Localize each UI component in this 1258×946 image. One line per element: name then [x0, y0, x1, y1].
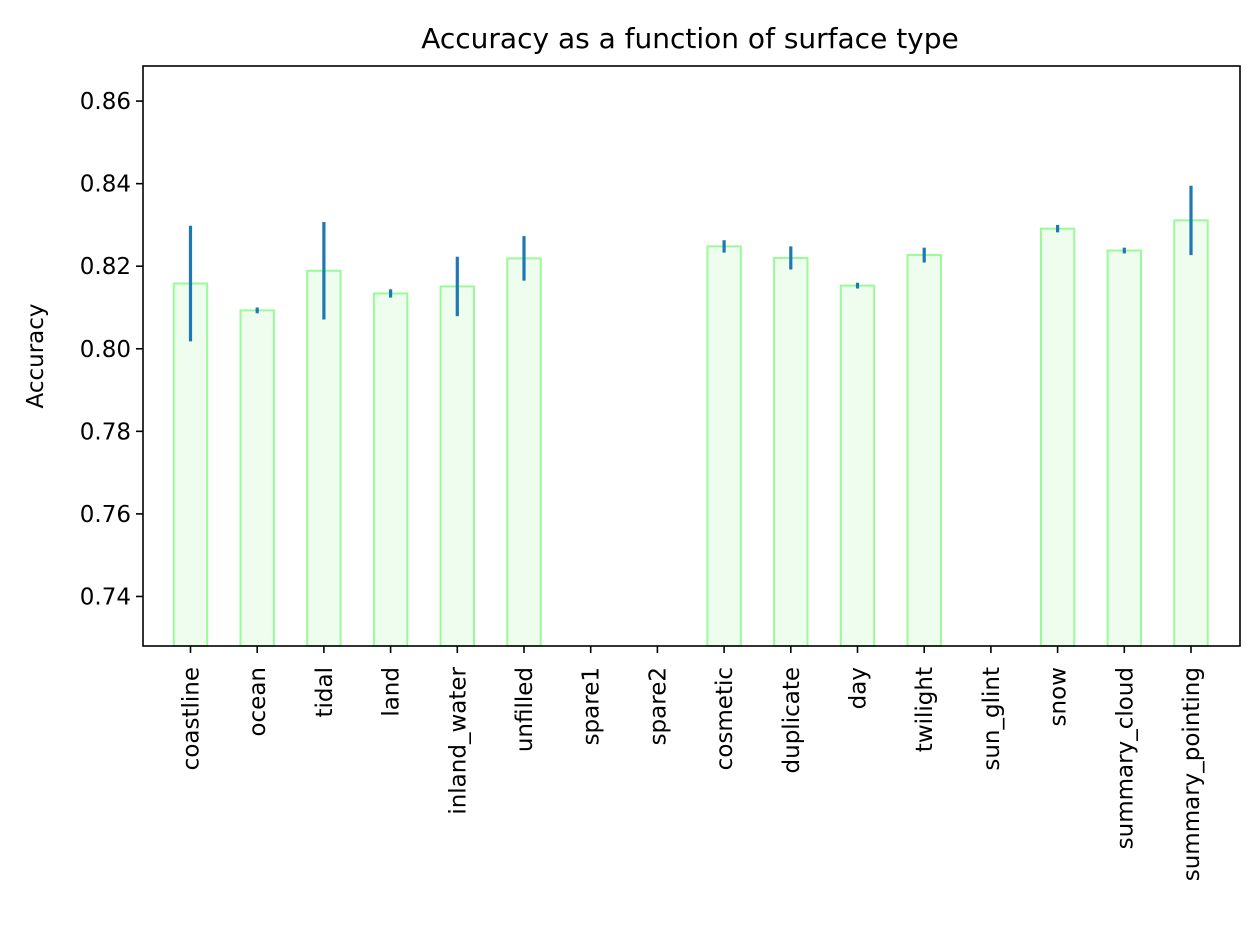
y-tick-label: 0.86	[80, 89, 131, 115]
bar-summary_pointing	[1173, 219, 1209, 648]
x-tick-label-summary_cloud: summary_cloud	[1112, 667, 1138, 849]
x-axis: coastline ocean tidal land inland_water unfil…	[179, 646, 1205, 881]
bar-summary_cloud	[1106, 249, 1142, 647]
y-tick-label: 0.82	[80, 254, 131, 280]
x-tick-label-tidal: tidal	[312, 667, 338, 718]
bar-day	[839, 284, 876, 647]
bar-unfilled	[506, 257, 542, 647]
y-axis-label: Accuracy	[23, 303, 49, 408]
y-tick-label: 0.84	[80, 172, 131, 198]
x-tick-label-snow: snow	[1046, 667, 1072, 726]
y-tick-label: 0.76	[80, 502, 131, 528]
bar-coastline	[172, 282, 209, 647]
x-tick-label-sun_glint: sun_glint	[979, 667, 1005, 771]
bar-twilight	[906, 254, 942, 647]
bar-inland_water	[439, 285, 476, 647]
bar-land	[372, 292, 409, 647]
x-tick-label-land: land	[379, 667, 405, 717]
x-tick-label-spare1: spare1	[579, 667, 605, 745]
x-tick-label-ocean: ocean	[245, 667, 271, 737]
bar-tidal	[306, 269, 342, 647]
bar-duplicate	[773, 256, 809, 647]
x-tick-label-day: day	[846, 667, 872, 709]
x-tick-label-coastline: coastline	[179, 667, 205, 770]
y-tick-label: 0.74	[80, 584, 131, 610]
bar-snow	[1039, 227, 1076, 648]
plot-frame	[142, 65, 1241, 647]
chart-title: Accuracy as a function of surface type	[421, 22, 959, 55]
x-tick-label-summary_pointing: summary_pointing	[1179, 667, 1205, 881]
x-tick-label-cosmetic: cosmetic	[712, 667, 738, 770]
x-tick-label-spare2: spare2	[645, 667, 671, 745]
x-tick-label-unfilled: unfilled	[512, 667, 538, 752]
y-axis: 0.74 0.76 0.78 0.80 0.82 0.84 0.86	[80, 89, 143, 610]
y-tick-label: 0.80	[80, 337, 131, 363]
y-tick-label: 0.78	[80, 419, 131, 445]
bar-cosmetic	[706, 245, 742, 647]
bar-ocean	[239, 309, 275, 647]
x-tick-label-duplicate: duplicate	[779, 667, 805, 773]
plot-area	[172, 185, 1209, 648]
x-tick-label-inland_water: inland_water	[445, 666, 471, 814]
x-tick-label-twilight: twilight	[912, 667, 938, 752]
